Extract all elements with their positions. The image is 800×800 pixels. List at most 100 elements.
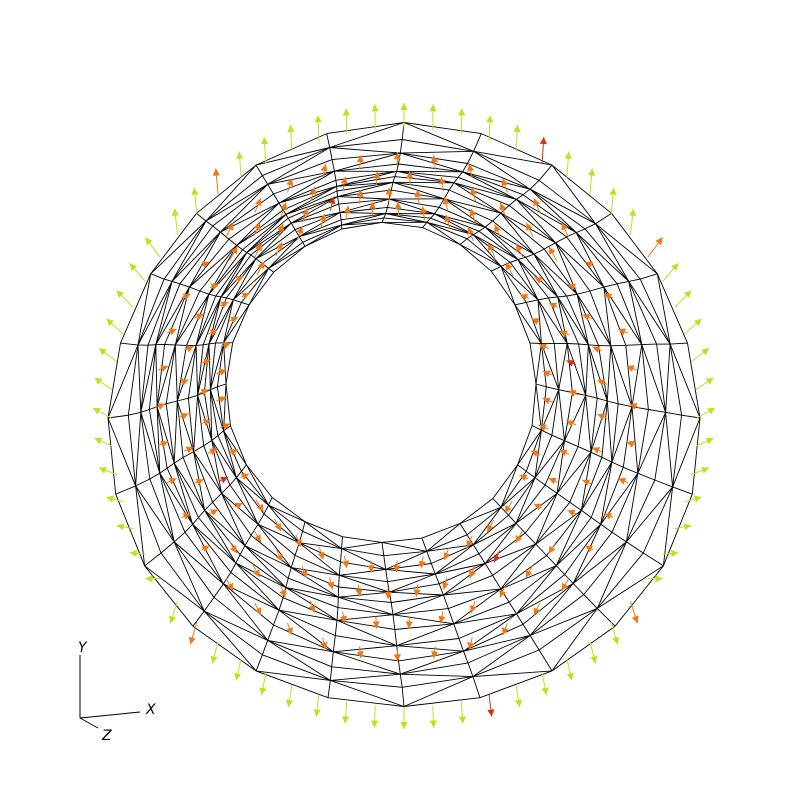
mesh-edge (195, 294, 210, 346)
mesh-edge (473, 150, 540, 181)
mesh-edge (278, 185, 337, 204)
mesh-edge (390, 602, 394, 615)
mesh-edge (672, 415, 683, 487)
mesh-edge (422, 227, 461, 245)
vector-arrow (373, 171, 381, 186)
mesh-edge (535, 493, 558, 545)
mesh-edge (282, 597, 338, 621)
mesh-edge (278, 597, 284, 611)
vector-arrow (674, 523, 692, 531)
mesh-edge (596, 552, 644, 609)
mesh-edge (566, 293, 578, 297)
vector-arrow (588, 168, 596, 195)
mesh-edge (333, 645, 397, 653)
vector-arrow (308, 600, 316, 613)
mesh-edge (595, 223, 658, 275)
mesh-edge (290, 567, 339, 598)
vector-arrow (145, 575, 161, 583)
vector-arrow (207, 329, 218, 337)
mesh-edge (535, 543, 547, 556)
mesh-edge (246, 464, 273, 498)
mesh-edge (255, 222, 292, 260)
mesh-edge (556, 493, 571, 503)
mesh-edge (463, 651, 469, 664)
mesh-edge (304, 521, 343, 538)
vector-arrow (592, 346, 603, 353)
vector-arrow (597, 379, 608, 387)
mesh-edge (669, 344, 683, 416)
mesh-edge (396, 170, 463, 173)
mesh-edge (535, 343, 542, 385)
mesh-edge (385, 568, 436, 575)
mesh-edge (540, 386, 547, 431)
vector-arrow (429, 705, 437, 728)
mesh-edge (396, 170, 454, 184)
vector-arrow (253, 529, 262, 543)
mesh-edge (209, 343, 216, 390)
vector-arrow (181, 513, 191, 520)
mesh-edge (515, 493, 558, 524)
mesh-edge (438, 198, 445, 208)
mesh-edge (239, 545, 246, 555)
mesh-edge (203, 445, 223, 494)
mesh-edge (600, 523, 613, 533)
mesh-edge (448, 182, 455, 191)
mesh-edge (199, 245, 238, 292)
mesh-edge (334, 620, 338, 636)
mesh-edge (165, 403, 175, 464)
mesh-edge (173, 462, 194, 525)
mesh-edge (390, 182, 394, 191)
vector-arrow (662, 262, 679, 283)
vector-arrow (695, 377, 714, 391)
mesh-edge (383, 217, 427, 223)
mesh-edge (403, 697, 481, 707)
mesh-edge (336, 619, 397, 647)
vector-arrow (155, 403, 166, 410)
mesh-edge (459, 238, 468, 245)
mesh-edge (596, 608, 616, 627)
mesh-edge (331, 666, 401, 675)
mesh-edge (285, 214, 289, 219)
mesh-edge (529, 188, 577, 233)
mesh-edge (330, 673, 401, 681)
mesh-edge (228, 238, 237, 246)
mesh-edge (230, 572, 280, 611)
mesh-edge (575, 232, 630, 282)
mesh-edge (426, 217, 431, 223)
mesh-edge (341, 548, 384, 557)
mesh-edge (656, 344, 667, 413)
mesh-edge (127, 415, 137, 486)
mesh-edge (426, 534, 468, 552)
mesh-edge (472, 676, 481, 698)
mesh-edge (508, 514, 517, 524)
mesh-edge (177, 397, 189, 402)
mesh-edge (339, 574, 388, 583)
mesh-edge (175, 344, 187, 346)
mesh-edge (611, 461, 624, 468)
mesh-edge (623, 466, 638, 474)
mesh-edge (426, 523, 461, 552)
mesh-edge (299, 542, 342, 550)
vector-arrow (372, 616, 380, 629)
mesh-edge (268, 504, 300, 543)
mesh-edge (611, 473, 639, 533)
mesh-edge (654, 412, 667, 481)
mesh-edge (273, 610, 280, 626)
mesh-edge (230, 425, 247, 465)
mesh-edge (278, 609, 336, 637)
vector-arrow (487, 694, 495, 717)
vector-arrow (629, 208, 637, 235)
mesh-edge (302, 242, 306, 247)
mesh-edge (255, 147, 330, 166)
mesh-edge (339, 574, 390, 593)
mesh-edge (392, 614, 454, 625)
vector-arrow (559, 330, 570, 338)
mesh-edge (665, 411, 682, 416)
mesh-edge (500, 212, 545, 250)
vector-arrow (166, 328, 177, 336)
mesh-edge (531, 383, 537, 426)
mesh-edge (466, 238, 502, 267)
mesh-edge (267, 147, 330, 185)
